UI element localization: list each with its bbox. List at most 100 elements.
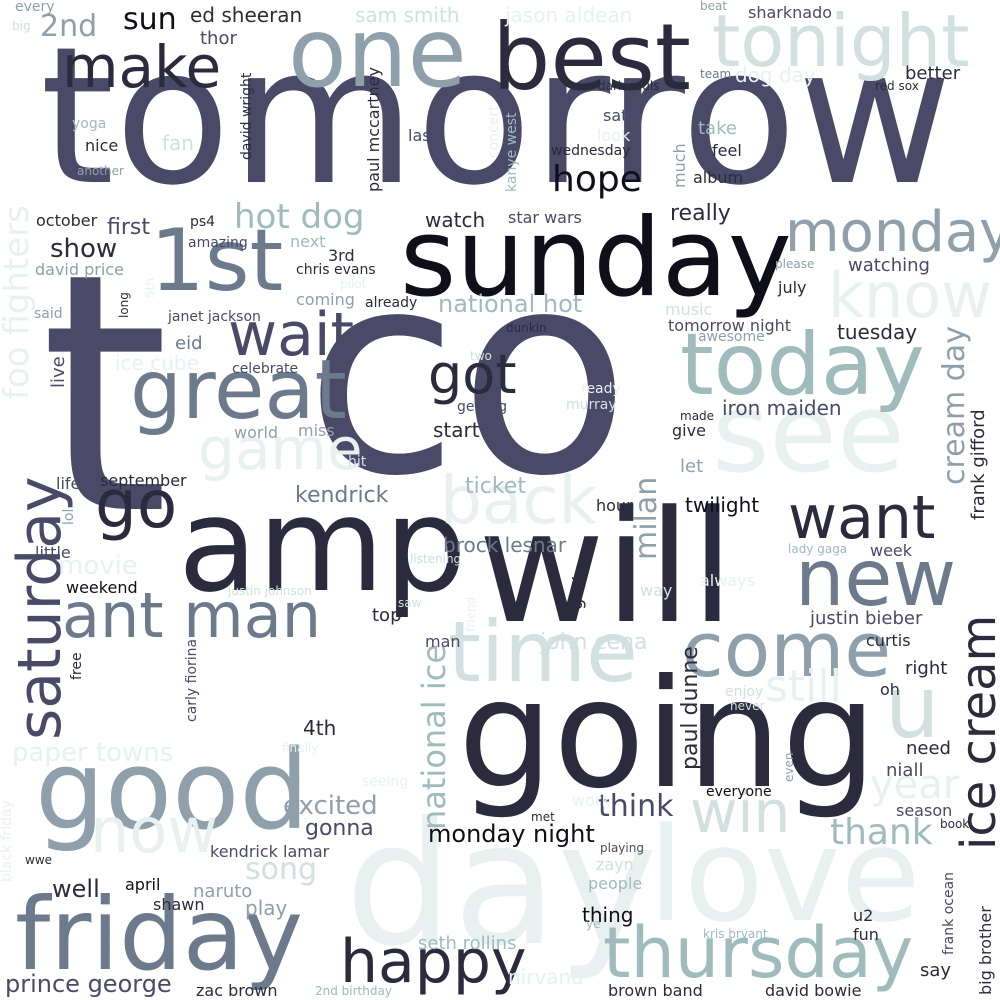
word-people: people bbox=[588, 874, 643, 893]
word-will: will bbox=[478, 477, 734, 658]
word-co: co bbox=[305, 212, 631, 538]
word-brown-band: brown band bbox=[608, 981, 703, 1000]
word-tuesday: tuesday bbox=[837, 320, 918, 344]
word-wait: wait bbox=[228, 300, 355, 370]
word-need: need bbox=[906, 738, 951, 759]
word-twilight: twilight bbox=[685, 493, 760, 517]
word-really: really bbox=[670, 201, 731, 226]
word-excited: excited bbox=[283, 791, 378, 821]
word-carly-fiorina: carly fiorina bbox=[184, 638, 200, 722]
word-october: october bbox=[36, 211, 98, 230]
word-seth-rollins: seth rollins bbox=[418, 933, 517, 954]
word-beat: beat bbox=[700, 0, 728, 13]
word-better: better bbox=[905, 63, 961, 84]
word-brock-lesnar: brock lesnar bbox=[443, 533, 567, 557]
word-dog-day: dog day bbox=[735, 63, 816, 87]
word-justin-johnson: justin johnson bbox=[228, 584, 312, 598]
word-think: think bbox=[598, 789, 674, 824]
word-milan: milan bbox=[629, 476, 664, 560]
word-give: give bbox=[672, 421, 706, 440]
word-wwe: wwe bbox=[25, 853, 53, 867]
word-see: see bbox=[712, 369, 905, 497]
word-love: love bbox=[648, 799, 921, 951]
word-curtis: curtis bbox=[866, 631, 911, 650]
word-ice-cube: ice cube bbox=[115, 351, 199, 375]
word-dunkin: dunkin bbox=[506, 321, 547, 335]
word-right: right bbox=[905, 658, 948, 679]
word-cream-day: cream day bbox=[937, 326, 972, 485]
word-listening: listening bbox=[410, 552, 462, 566]
word-ps4: ps4 bbox=[190, 214, 216, 230]
word-ye: ye bbox=[586, 917, 601, 931]
word-u: u bbox=[885, 658, 940, 758]
word-september: september bbox=[100, 471, 187, 490]
word-long: long bbox=[117, 292, 131, 318]
word-movie: movie bbox=[58, 551, 138, 581]
word-miss: miss bbox=[298, 421, 335, 440]
word-year: year bbox=[870, 762, 960, 808]
word-pilot: pilot bbox=[340, 277, 367, 291]
word-play: play bbox=[245, 896, 288, 920]
word-foo-fighters: foo fighters bbox=[0, 205, 37, 400]
word-star-wars: star wars bbox=[508, 208, 582, 227]
word-music: music bbox=[665, 300, 713, 319]
word-week: week bbox=[870, 541, 913, 560]
word-going: going bbox=[458, 648, 877, 822]
word-album: album bbox=[693, 168, 744, 187]
word-nice: nice bbox=[85, 136, 119, 155]
word-thank: thank bbox=[830, 812, 933, 853]
word-take: take bbox=[698, 118, 737, 139]
word-feel: feel bbox=[712, 141, 742, 160]
word-time: time bbox=[448, 603, 638, 701]
word-big-brother: big brother bbox=[976, 906, 995, 995]
word-john-cena: john cena bbox=[540, 630, 648, 655]
word-last: last bbox=[408, 126, 437, 145]
word-zac-brown: zac brown bbox=[196, 981, 278, 1000]
word-made: made bbox=[680, 409, 715, 423]
word-kendrick-lamar: kendrick lamar bbox=[210, 842, 330, 861]
word-still: still bbox=[765, 661, 842, 712]
word-today: today bbox=[680, 315, 925, 415]
word-even: even bbox=[782, 752, 796, 782]
word-life: life bbox=[56, 474, 81, 493]
word-tomorrow: tomorrow bbox=[40, 6, 953, 227]
word-friday: friday bbox=[15, 876, 304, 993]
word-wednesday: wednesday bbox=[551, 143, 631, 159]
word-lol: lol bbox=[61, 508, 77, 525]
word-kanye-west: kanye west bbox=[504, 112, 520, 192]
word-met: met bbox=[531, 810, 555, 824]
word-now: now bbox=[90, 794, 218, 867]
word-look: look bbox=[597, 126, 631, 145]
word-know: know bbox=[828, 259, 992, 332]
word-saw: saw bbox=[398, 596, 422, 610]
word-free: free bbox=[69, 652, 85, 680]
word-watching: watching bbox=[848, 255, 930, 276]
word-paper-towns: paper towns bbox=[12, 738, 174, 768]
word-gonna: gonna bbox=[305, 816, 374, 841]
word-thing: thing bbox=[582, 903, 634, 927]
word-4th: 4th bbox=[303, 716, 337, 740]
word-win: win bbox=[690, 778, 791, 846]
word-every: every bbox=[15, 0, 55, 15]
word-show: show bbox=[50, 234, 118, 264]
word-go: go bbox=[95, 466, 178, 543]
word-t: t bbox=[40, 203, 170, 587]
word-monday: monday bbox=[785, 200, 1000, 265]
word-black-friday: black friday bbox=[0, 800, 15, 882]
word-say: say bbox=[920, 960, 952, 981]
word-seeing: seeing bbox=[362, 774, 409, 790]
word-day: day bbox=[345, 786, 658, 984]
word-finally: finally bbox=[282, 741, 319, 755]
word-guy: guy bbox=[566, 576, 587, 611]
word-jason-aldean: jason aldean bbox=[505, 3, 633, 27]
word-nirvana: nirvana bbox=[508, 965, 584, 989]
word-getting: getting bbox=[457, 399, 508, 415]
word-ready: ready bbox=[581, 381, 621, 397]
word-hour: hour bbox=[596, 496, 633, 515]
word-next: next bbox=[290, 232, 326, 251]
word-frank-gifford: frank gifford bbox=[968, 409, 989, 520]
word-iron-maiden: iron maiden bbox=[722, 396, 842, 420]
word-hope: hope bbox=[552, 159, 642, 200]
word-said: said bbox=[34, 306, 63, 322]
